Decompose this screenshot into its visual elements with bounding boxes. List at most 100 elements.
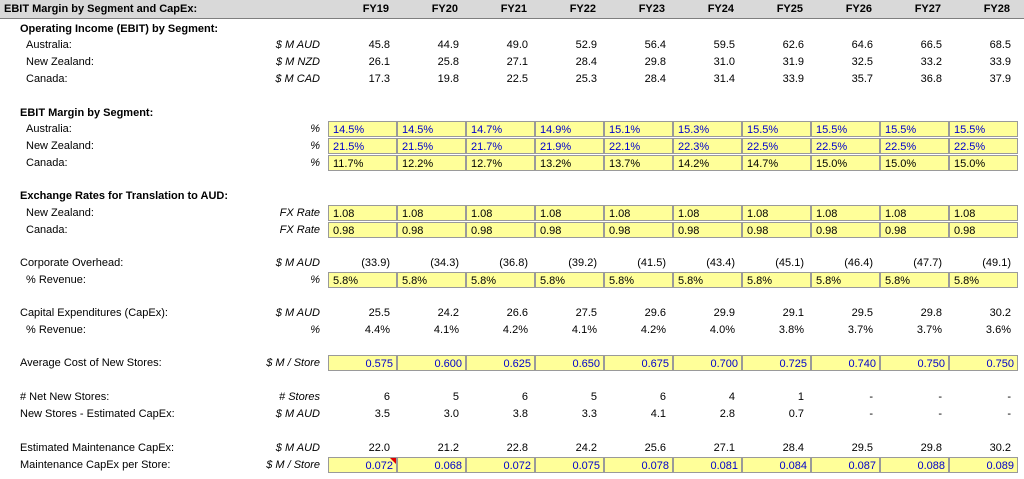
value-cell: 4.0% [709, 324, 735, 336]
input-cell[interactable]: 15.5% [880, 121, 949, 137]
input-cell[interactable]: 22.5% [949, 138, 1018, 154]
value-cell: 4.2% [640, 324, 666, 336]
input-cell[interactable]: 0.072 [328, 457, 397, 473]
value-cell: (43.4) [706, 257, 735, 269]
input-cell[interactable]: 0.98 [397, 222, 466, 238]
input-cell[interactable]: 0.078 [604, 457, 673, 473]
data-row: % Revenue:% 5.8% 5.8% 5.8% 5.8% 5.8% 5.8% 5.8% 5… [0, 272, 1024, 288]
input-cell[interactable]: 0.98 [880, 222, 949, 238]
input-cell[interactable]: 5.8% [949, 272, 1018, 288]
input-cell[interactable]: 0.98 [742, 222, 811, 238]
input-cell[interactable]: 1.08 [742, 205, 811, 221]
value-cell: 52.9 [575, 39, 597, 51]
input-cell[interactable]: 1.08 [811, 205, 880, 221]
input-cell[interactable]: 14.5% [328, 121, 397, 137]
input-cell[interactable]: 14.2% [673, 155, 742, 171]
input-cell[interactable]: 15.1% [604, 121, 673, 137]
row-unit: $ M / Store [266, 459, 320, 471]
input-cell[interactable]: 0.98 [673, 222, 742, 238]
section-header: Operating Income (EBIT) by Segment: [20, 23, 219, 35]
value-cell: 3.7% [847, 324, 873, 336]
input-cell[interactable]: 0.575 [328, 355, 397, 371]
input-cell[interactable]: 5.8% [880, 272, 949, 288]
input-cell[interactable]: 13.7% [604, 155, 673, 171]
input-cell[interactable]: 1.08 [397, 205, 466, 221]
input-cell[interactable]: 0.725 [742, 355, 811, 371]
input-cell[interactable]: 21.5% [328, 138, 397, 154]
input-cell[interactable]: 15.3% [673, 121, 742, 137]
input-cell[interactable]: 12.2% [397, 155, 466, 171]
input-cell[interactable]: 1.08 [466, 205, 535, 221]
input-cell[interactable]: 5.8% [811, 272, 880, 288]
input-cell[interactable]: 15.0% [880, 155, 949, 171]
input-cell[interactable]: 5.8% [742, 272, 811, 288]
value-cell: 33.9 [782, 73, 804, 85]
data-row: Australia: $ M AUD 45.8 44.9 49.0 52.9 56.4 59.… [0, 37, 1024, 53]
input-cell[interactable]: 5.8% [466, 272, 535, 288]
input-cell[interactable]: 0.650 [535, 355, 604, 371]
data-row: Corporate Overhead: $ M AUD (33.9) (34.3) (3… [0, 255, 1024, 271]
input-cell[interactable]: 22.5% [811, 138, 880, 154]
input-cell[interactable]: 0.084 [742, 457, 811, 473]
input-cell[interactable]: 1.08 [604, 205, 673, 221]
input-cell[interactable]: 0.088 [880, 457, 949, 473]
input-cell[interactable]: 14.7% [742, 155, 811, 171]
input-cell[interactable]: 0.072 [466, 457, 535, 473]
input-cell[interactable]: 13.2% [535, 155, 604, 171]
input-cell[interactable]: 0.98 [535, 222, 604, 238]
input-cell[interactable]: 15.0% [949, 155, 1018, 171]
input-cell[interactable]: 0.700 [673, 355, 742, 371]
input-cell[interactable]: 0.081 [673, 457, 742, 473]
row-unit: % [310, 157, 320, 169]
input-cell[interactable]: 0.98 [949, 222, 1018, 238]
input-cell[interactable]: 1.08 [880, 205, 949, 221]
input-cell[interactable]: 0.750 [880, 355, 949, 371]
input-cell[interactable]: 5.8% [397, 272, 466, 288]
input-cell[interactable]: 14.5% [397, 121, 466, 137]
input-cell[interactable]: 5.8% [604, 272, 673, 288]
input-cell[interactable]: 0.750 [949, 355, 1018, 371]
input-cell[interactable]: 0.98 [604, 222, 673, 238]
value-cell: - [869, 408, 873, 420]
value-cell: 25.3 [575, 73, 597, 85]
input-cell[interactable]: 0.98 [466, 222, 535, 238]
year-header-fy22: FY22 [569, 3, 596, 15]
input-cell[interactable]: 0.600 [397, 355, 466, 371]
input-cell[interactable]: 5.8% [673, 272, 742, 288]
input-cell[interactable]: 15.5% [811, 121, 880, 137]
input-cell[interactable]: 12.7% [466, 155, 535, 171]
input-cell[interactable]: 0.089 [949, 457, 1018, 473]
input-cell[interactable]: 0.98 [328, 222, 397, 238]
input-cell[interactable]: 0.087 [811, 457, 880, 473]
input-cell[interactable]: 15.0% [811, 155, 880, 171]
input-cell[interactable]: 0.675 [604, 355, 673, 371]
year-header-fy19: FY19 [362, 3, 389, 15]
input-cell[interactable]: 0.068 [397, 457, 466, 473]
input-cell[interactable]: 14.7% [466, 121, 535, 137]
input-cell[interactable]: 0.075 [535, 457, 604, 473]
input-cell[interactable]: 14.9% [535, 121, 604, 137]
input-cell[interactable]: 22.1% [604, 138, 673, 154]
input-cell[interactable]: 22.3% [673, 138, 742, 154]
input-cell[interactable]: 0.740 [811, 355, 880, 371]
input-cell[interactable]: 21.7% [466, 138, 535, 154]
value-cell: 59.5 [713, 39, 735, 51]
input-cell[interactable]: 21.5% [397, 138, 466, 154]
input-cell[interactable]: 22.5% [742, 138, 811, 154]
input-cell[interactable]: 15.5% [742, 121, 811, 137]
input-cell[interactable]: 5.8% [328, 272, 397, 288]
input-cell[interactable]: 11.7% [328, 155, 397, 171]
input-cell[interactable]: 5.8% [535, 272, 604, 288]
input-cell[interactable]: 1.08 [949, 205, 1018, 221]
input-cell[interactable]: 1.08 [535, 205, 604, 221]
comment-indicator-icon[interactable] [390, 458, 396, 464]
input-cell[interactable]: 22.5% [880, 138, 949, 154]
input-cell[interactable]: 1.08 [328, 205, 397, 221]
input-cell[interactable]: 0.98 [811, 222, 880, 238]
input-cell[interactable]: 1.08 [673, 205, 742, 221]
input-cell[interactable]: 15.5% [949, 121, 1018, 137]
input-cell[interactable]: 0.625 [466, 355, 535, 371]
row-unit: $ M AUD [275, 257, 320, 269]
input-cell[interactable]: 21.9% [535, 138, 604, 154]
